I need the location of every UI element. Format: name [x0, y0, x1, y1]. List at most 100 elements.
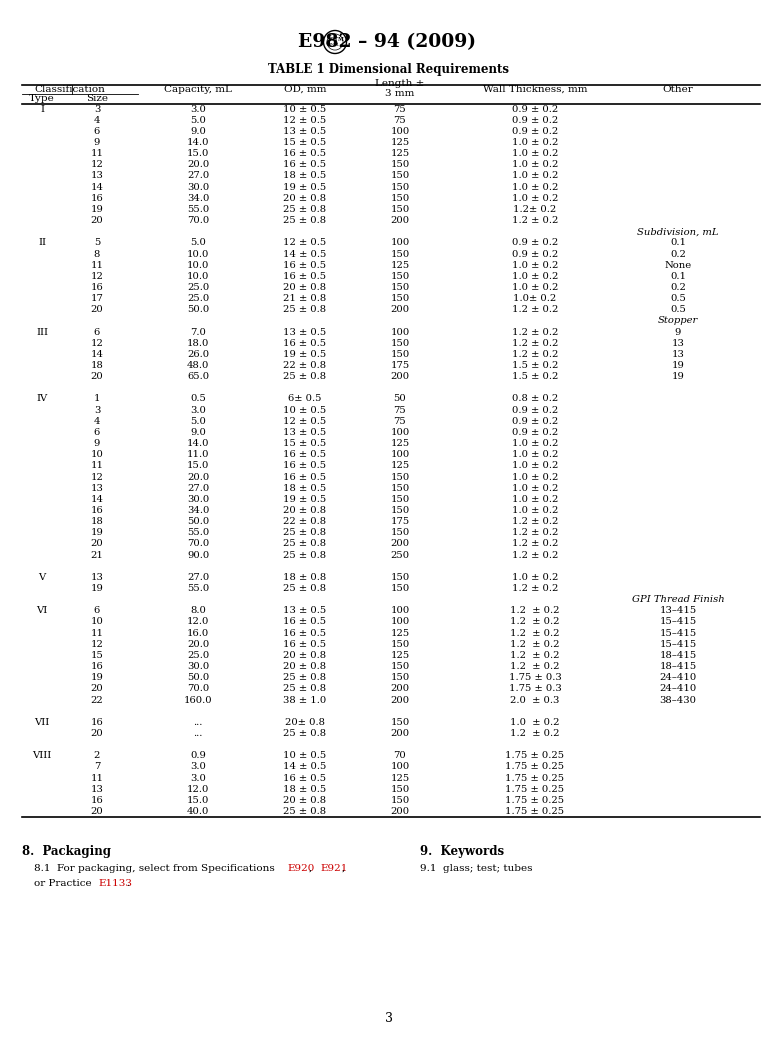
Text: 200: 200	[391, 684, 409, 693]
Text: 90.0: 90.0	[187, 551, 209, 560]
Text: 125: 125	[391, 773, 410, 783]
Text: 1.0 ± 0.2: 1.0 ± 0.2	[512, 461, 558, 471]
Text: 1.2± 0.2: 1.2± 0.2	[513, 205, 556, 213]
Text: 20: 20	[90, 305, 103, 314]
Text: 1.2  ± 0.2: 1.2 ± 0.2	[510, 606, 559, 615]
Text: 150: 150	[391, 350, 410, 359]
Text: 10.0: 10.0	[187, 272, 209, 281]
Text: 150: 150	[391, 484, 410, 492]
Text: 1.75 ± 0.25: 1.75 ± 0.25	[506, 807, 565, 816]
Text: 20 ± 0.8: 20 ± 0.8	[283, 662, 327, 671]
Text: 200: 200	[391, 729, 409, 738]
Text: 19: 19	[90, 674, 103, 682]
Text: 0.9 ± 0.2: 0.9 ± 0.2	[512, 238, 558, 248]
Text: 9.  Keywords: 9. Keywords	[420, 845, 504, 858]
Text: 1.2 ± 0.2: 1.2 ± 0.2	[512, 584, 558, 593]
Text: 1.2 ± 0.2: 1.2 ± 0.2	[512, 517, 558, 526]
Text: Length ±
3 mm: Length ± 3 mm	[375, 79, 425, 98]
Text: OD, mm: OD, mm	[284, 84, 326, 94]
Text: 25.0: 25.0	[187, 283, 209, 291]
Text: 25 ± 0.8: 25 ± 0.8	[283, 539, 327, 549]
Text: 9.0: 9.0	[190, 127, 206, 136]
Text: 0.5: 0.5	[190, 395, 206, 404]
Text: 1.0 ± 0.2: 1.0 ± 0.2	[512, 160, 558, 170]
Text: 1.0 ± 0.2: 1.0 ± 0.2	[512, 194, 558, 203]
Text: Classification: Classification	[34, 84, 105, 94]
Text: 125: 125	[391, 138, 410, 147]
Text: 12.0: 12.0	[187, 617, 209, 627]
Text: 0.9 ± 0.2: 0.9 ± 0.2	[512, 127, 558, 136]
Text: 50.0: 50.0	[187, 305, 209, 314]
Text: 1.2 ± 0.2: 1.2 ± 0.2	[512, 328, 558, 336]
Text: 1.2  ± 0.2: 1.2 ± 0.2	[510, 651, 559, 660]
Text: 30.0: 30.0	[187, 182, 209, 192]
Text: V: V	[38, 573, 46, 582]
Text: 25 ± 0.8: 25 ± 0.8	[283, 684, 327, 693]
Text: 1.2 ± 0.2: 1.2 ± 0.2	[512, 217, 558, 225]
Text: 21: 21	[90, 551, 103, 560]
Text: Subdivision, mL: Subdivision, mL	[637, 227, 719, 236]
Text: 100: 100	[391, 762, 410, 771]
Text: 0.2: 0.2	[670, 283, 686, 291]
Text: 14.0: 14.0	[187, 138, 209, 147]
Text: 1.2 ± 0.2: 1.2 ± 0.2	[512, 551, 558, 560]
Text: 150: 150	[391, 205, 410, 213]
Text: 9: 9	[94, 138, 100, 147]
Text: 20: 20	[90, 373, 103, 381]
Text: 1.0 ± 0.2: 1.0 ± 0.2	[512, 484, 558, 492]
Text: 40.0: 40.0	[187, 807, 209, 816]
Text: 55.0: 55.0	[187, 528, 209, 537]
Text: 22: 22	[90, 695, 103, 705]
Text: Type: Type	[29, 95, 55, 103]
Text: 1.0 ± 0.2: 1.0 ± 0.2	[512, 149, 558, 158]
Text: 1.0 ± 0.2: 1.0 ± 0.2	[512, 439, 558, 448]
Text: 14: 14	[90, 182, 103, 192]
Text: 1.0 ± 0.2: 1.0 ± 0.2	[512, 494, 558, 504]
Text: E920: E920	[288, 864, 315, 873]
Text: 1.75 ± 0.25: 1.75 ± 0.25	[506, 796, 565, 805]
Text: 20: 20	[90, 684, 103, 693]
Text: 0.8 ± 0.2: 0.8 ± 0.2	[512, 395, 558, 404]
Text: 100: 100	[391, 606, 410, 615]
Text: 20: 20	[90, 539, 103, 549]
Text: 0.2: 0.2	[670, 250, 686, 258]
Text: 1.75 ± 0.25: 1.75 ± 0.25	[506, 762, 565, 771]
Text: 20± 0.8: 20± 0.8	[285, 718, 325, 727]
Text: 10: 10	[90, 617, 103, 627]
Text: 12 ± 0.5: 12 ± 0.5	[283, 238, 327, 248]
Text: 25.0: 25.0	[187, 295, 209, 303]
Text: 150: 150	[391, 182, 410, 192]
Text: 20.0: 20.0	[187, 640, 209, 649]
Text: 15–415: 15–415	[660, 617, 696, 627]
Text: 175: 175	[391, 361, 410, 370]
Text: 0.9 ± 0.2: 0.9 ± 0.2	[512, 116, 558, 125]
Text: 150: 150	[391, 250, 410, 258]
Text: 150: 150	[391, 796, 410, 805]
Text: 1.2  ± 0.2: 1.2 ± 0.2	[510, 662, 559, 671]
Text: 20.0: 20.0	[187, 160, 209, 170]
Text: 7.0: 7.0	[190, 328, 206, 336]
Text: 26.0: 26.0	[187, 350, 209, 359]
Text: 11: 11	[90, 260, 103, 270]
Text: 20: 20	[90, 729, 103, 738]
Text: 18 ± 0.8: 18 ± 0.8	[283, 573, 327, 582]
Text: 27.0: 27.0	[187, 172, 209, 180]
Text: 200: 200	[391, 305, 409, 314]
Text: 70: 70	[394, 752, 406, 760]
Text: 150: 150	[391, 718, 410, 727]
Text: 20 ± 0.8: 20 ± 0.8	[283, 283, 327, 291]
Text: 15: 15	[90, 651, 103, 660]
Text: 150: 150	[391, 283, 410, 291]
Text: 13: 13	[671, 338, 685, 348]
Text: E1133: E1133	[99, 879, 133, 888]
Text: 34.0: 34.0	[187, 506, 209, 515]
Text: 1: 1	[94, 395, 100, 404]
Text: ,: ,	[310, 864, 316, 873]
Text: 1.0 ± 0.2: 1.0 ± 0.2	[512, 260, 558, 270]
Text: 18: 18	[90, 361, 103, 370]
Text: E982 – 94 (2009): E982 – 94 (2009)	[298, 33, 476, 51]
Text: 125: 125	[391, 439, 410, 448]
Text: 1.75 ± 0.3: 1.75 ± 0.3	[509, 674, 562, 682]
Text: 0.9 ± 0.2: 0.9 ± 0.2	[512, 250, 558, 258]
Text: 25 ± 0.8: 25 ± 0.8	[283, 217, 327, 225]
